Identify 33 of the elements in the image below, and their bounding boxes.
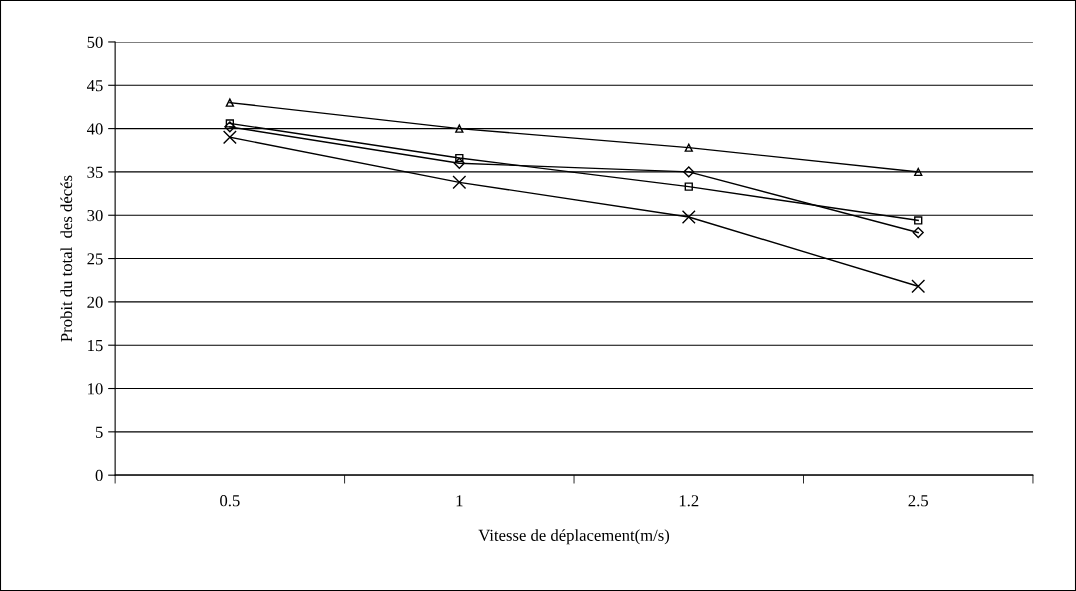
y-tick-label: 45 [86,80,103,92]
point [914,167,923,177]
point [222,130,237,145]
y-tick-label: 40 [86,123,103,135]
y-axis-title: Probit du total des décés [60,175,73,342]
point [683,166,695,178]
y-tick-label: 50 [87,36,103,48]
x-tick-label: 0.5 [220,495,240,507]
point [453,157,465,169]
point [225,98,235,107]
x-tick-label: 1.2 [679,495,699,507]
point [911,279,926,294]
y-tick-label: 35 [87,166,103,178]
point [914,216,923,225]
y-tick-label: 25 [87,253,103,265]
y-tick-label: 5 [95,426,103,438]
point [684,182,693,191]
point [912,226,924,239]
point [224,121,236,133]
x-axis-title: Vitesse de déplacement(m/s) [478,529,670,545]
x-tick-label: 2.5 [908,495,928,507]
point [452,175,467,190]
y-tick-label: 0 [95,469,103,482]
y-tick-label: 20 [87,296,103,308]
y-tick-label: 10 [88,383,103,395]
y-tick-label: 30 [87,209,103,222]
x-tick-label: 1 [456,495,463,507]
y-tick-label: 15 [88,339,103,352]
point [684,143,693,152]
point [455,124,464,133]
point [225,119,235,128]
point [681,210,696,224]
point [455,153,464,163]
